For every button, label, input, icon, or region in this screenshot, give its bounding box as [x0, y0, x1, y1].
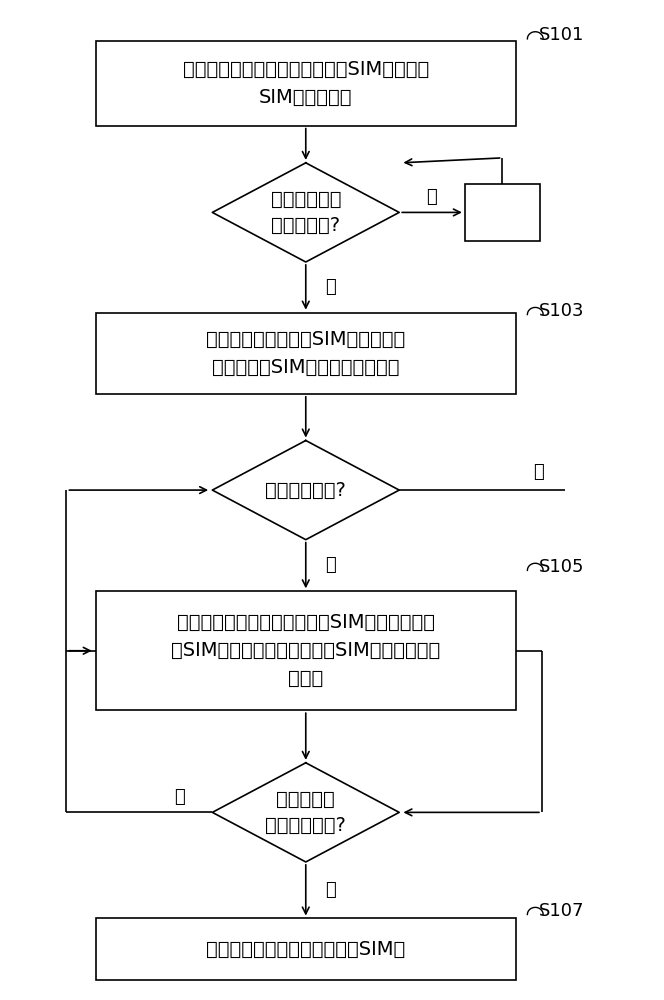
Polygon shape — [212, 763, 399, 862]
FancyBboxPatch shape — [96, 918, 515, 980]
Polygon shape — [212, 163, 399, 262]
Text: 否: 否 — [325, 556, 336, 574]
Text: 是: 是 — [533, 463, 544, 481]
Text: 否: 否 — [174, 788, 185, 806]
Text: 进行通讯，
通讯成功完成?: 进行通讯， 通讯成功完成? — [266, 790, 346, 835]
Text: S103: S103 — [539, 302, 584, 320]
FancyBboxPatch shape — [96, 313, 515, 394]
Text: 是: 是 — [325, 278, 336, 296]
Polygon shape — [212, 440, 399, 540]
Text: 该通讯装置根据虚拟SIM卡使用规则
从一组虚拟SIM卡中选择启用一个: 该通讯装置根据虚拟SIM卡使用规则 从一组虚拟SIM卡中选择启用一个 — [206, 330, 406, 377]
Text: 任意通讯装置
有通讯需求?: 任意通讯装置 有通讯需求? — [270, 190, 341, 235]
Text: 接入网络成功?: 接入网络成功? — [266, 481, 346, 500]
Text: S101: S101 — [539, 26, 584, 44]
FancyBboxPatch shape — [96, 41, 515, 126]
Text: 该通讯装置停用已启用的虚拟SIM卡: 该通讯装置停用已启用的虚拟SIM卡 — [206, 940, 406, 959]
FancyBboxPatch shape — [465, 184, 540, 241]
Text: 该通讯装置停用已启用的虚拟SIM卡，并根据虚
拟SIM卡使用规则从一组虚拟SIM卡中选择启用
另一个: 该通讯装置停用已启用的虚拟SIM卡，并根据虚 拟SIM卡使用规则从一组虚拟SIM… — [171, 613, 440, 688]
Text: 为多个通讯装置配置同一组虚拟SIM卡和虚拟
SIM卡使用规则: 为多个通讯装置配置同一组虚拟SIM卡和虚拟 SIM卡使用规则 — [183, 60, 429, 107]
Text: S105: S105 — [539, 558, 584, 576]
Text: 是: 是 — [325, 881, 336, 899]
Text: 否: 否 — [426, 188, 438, 206]
FancyBboxPatch shape — [96, 591, 515, 710]
Text: S107: S107 — [539, 902, 584, 920]
